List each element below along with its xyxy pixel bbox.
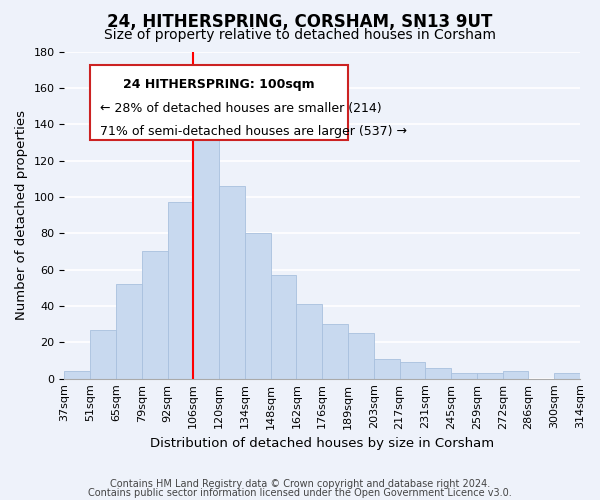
Bar <box>167 202 193 378</box>
Bar <box>271 275 296 378</box>
Y-axis label: Number of detached properties: Number of detached properties <box>15 110 28 320</box>
Text: 24 HITHERSPRING: 100sqm: 24 HITHERSPRING: 100sqm <box>123 78 315 90</box>
Bar <box>400 362 425 378</box>
Bar <box>451 373 477 378</box>
Bar <box>503 372 529 378</box>
Bar <box>374 358 400 378</box>
Bar <box>116 284 142 378</box>
Bar <box>193 124 219 378</box>
Text: 24, HITHERSPRING, CORSHAM, SN13 9UT: 24, HITHERSPRING, CORSHAM, SN13 9UT <box>107 12 493 30</box>
FancyBboxPatch shape <box>90 64 348 140</box>
Bar <box>296 304 322 378</box>
Bar <box>90 330 116 378</box>
Bar <box>142 252 167 378</box>
Text: Contains HM Land Registry data © Crown copyright and database right 2024.: Contains HM Land Registry data © Crown c… <box>110 479 490 489</box>
Bar <box>245 234 271 378</box>
Text: 71% of semi-detached houses are larger (537) →: 71% of semi-detached houses are larger (… <box>100 125 407 138</box>
Text: ← 28% of detached houses are smaller (214): ← 28% of detached houses are smaller (21… <box>100 102 382 115</box>
X-axis label: Distribution of detached houses by size in Corsham: Distribution of detached houses by size … <box>150 437 494 450</box>
Bar <box>348 333 374 378</box>
Text: Contains public sector information licensed under the Open Government Licence v3: Contains public sector information licen… <box>88 488 512 498</box>
Bar <box>477 373 503 378</box>
Bar <box>219 186 245 378</box>
Bar <box>64 372 90 378</box>
Text: Size of property relative to detached houses in Corsham: Size of property relative to detached ho… <box>104 28 496 42</box>
Bar <box>322 324 348 378</box>
Bar <box>554 373 580 378</box>
Bar <box>425 368 451 378</box>
